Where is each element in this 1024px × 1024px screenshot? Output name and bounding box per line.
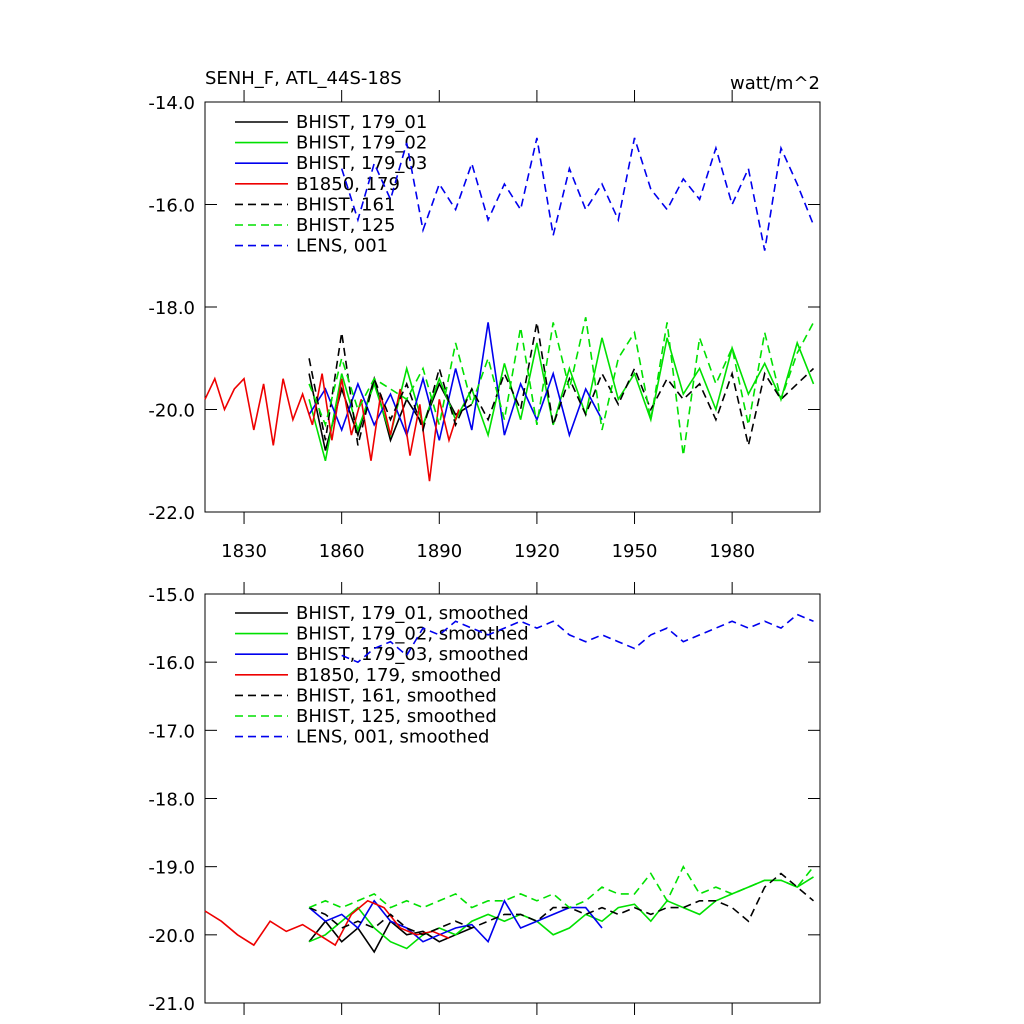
series-line bbox=[308, 317, 815, 456]
y-tick-label: -20.0 bbox=[148, 401, 195, 422]
legend-label: BHIST, 179_01 bbox=[296, 112, 427, 133]
y-tick-label: -18.0 bbox=[148, 790, 195, 811]
series-line bbox=[308, 919, 473, 954]
legend-label: BHIST, 161, smoothed bbox=[296, 685, 497, 706]
x-tick-label: 1950 bbox=[612, 541, 658, 562]
legend-label: BHIST, 179_02, smoothed bbox=[296, 624, 529, 645]
legend-label: LENS, 001, smoothed bbox=[296, 727, 489, 748]
legend-label: BHIST, 161 bbox=[296, 194, 395, 215]
x-tick-label: 1890 bbox=[416, 541, 462, 562]
y-tick-label: -17.0 bbox=[148, 721, 195, 742]
series-line bbox=[308, 872, 815, 936]
series-line bbox=[204, 899, 450, 947]
legend-label: BHIST, 179_03 bbox=[296, 153, 427, 174]
series-line bbox=[341, 613, 814, 664]
legend-label: BHIST, 179_01, smoothed bbox=[296, 603, 529, 624]
legend-label: BHIST, 125 bbox=[296, 215, 395, 236]
y-tick-label: -22.0 bbox=[148, 503, 195, 524]
y-tick-label: -14.0 bbox=[148, 93, 195, 114]
units-label: watt/m^2 bbox=[730, 73, 820, 94]
legend-label: BHIST, 179_02 bbox=[296, 133, 427, 154]
series-line bbox=[204, 373, 460, 482]
legend-label: BHIST, 125, smoothed bbox=[296, 706, 497, 727]
series-line bbox=[308, 322, 603, 441]
series-line bbox=[308, 876, 814, 950]
legend-label: B1850, 179, smoothed bbox=[296, 665, 501, 686]
chart-title: SENH_F, ATL_44S-18S bbox=[205, 68, 402, 89]
y-tick-label: -21.0 bbox=[148, 994, 195, 1015]
y-tick-label: -16.0 bbox=[148, 196, 195, 217]
x-tick-label: 1830 bbox=[221, 541, 267, 562]
y-tick-label: -19.0 bbox=[148, 858, 195, 879]
legend-label: BHIST, 179_03, smoothed bbox=[296, 644, 529, 665]
x-tick-label: 1860 bbox=[319, 541, 365, 562]
legend-label: B1850, 179 bbox=[296, 174, 400, 195]
y-tick-label: -16.0 bbox=[148, 653, 195, 674]
series-line bbox=[308, 373, 473, 451]
series-line bbox=[340, 137, 815, 251]
series-line bbox=[308, 322, 815, 446]
y-tick-label: -15.0 bbox=[148, 585, 195, 606]
x-tick-label: 1920 bbox=[514, 541, 560, 562]
y-tick-label: -20.0 bbox=[148, 926, 195, 947]
series-line bbox=[308, 865, 815, 909]
x-tick-label: 1980 bbox=[709, 541, 755, 562]
y-tick-label: -18.0 bbox=[148, 298, 195, 319]
series-line bbox=[308, 898, 603, 944]
legend-label: LENS, 001 bbox=[296, 236, 388, 257]
